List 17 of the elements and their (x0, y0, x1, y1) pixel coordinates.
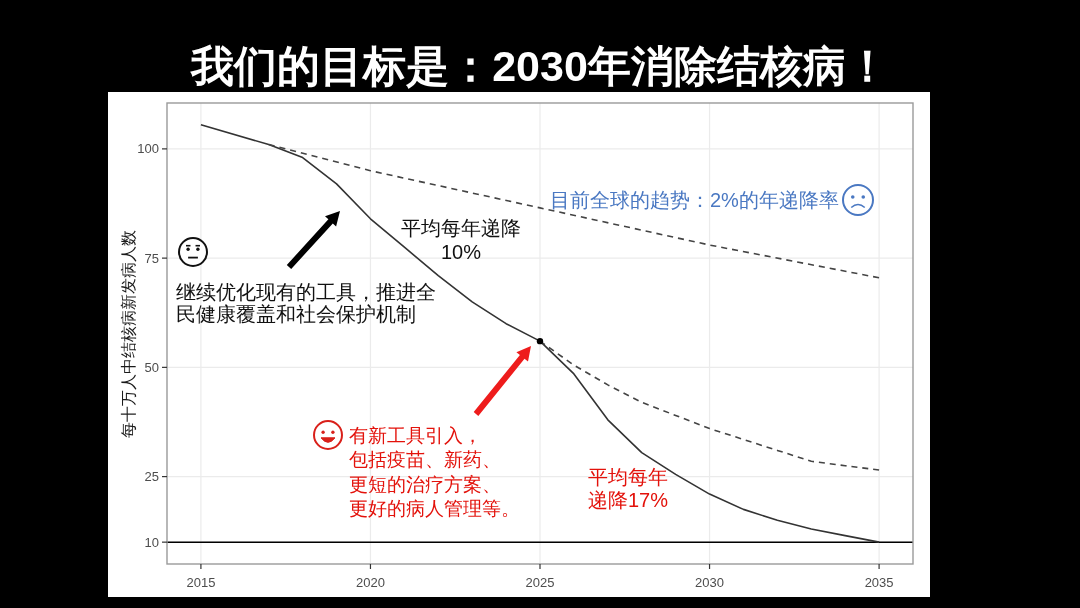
annotation: 平均每年递降10% (401, 217, 521, 264)
annotation: 目前全球的趋势：2%的年递降率 (550, 189, 839, 212)
chart-title: 我们的目标是：2030年消除结核病！ (190, 42, 889, 90)
x-tick-label: 2030 (695, 575, 725, 590)
x-tick-label: 2035 (864, 575, 894, 590)
y-tick-label: 75 (144, 250, 159, 266)
annotation: 平均每年递降17% (588, 466, 669, 512)
y-tick-label: 50 (144, 359, 159, 375)
annotation: 继续优化现有的工具，推进全民健康覆盖和社会保护机制 (176, 280, 436, 325)
x-tick-label: 2025 (525, 575, 555, 590)
x-tick-label: 2020 (355, 575, 385, 590)
y-axis-title: 每十万人中结核病新发病人数 (120, 230, 137, 438)
y-tick-label: 100 (137, 141, 159, 157)
y-tick-label: 10 (144, 534, 159, 550)
annotation: 有新工具引入，包括疫苗、新药、更短的治疗方案、更好的病人管理等。 (349, 424, 520, 520)
y-tick-label: 25 (144, 469, 159, 485)
x-tick-label: 2015 (186, 575, 216, 590)
